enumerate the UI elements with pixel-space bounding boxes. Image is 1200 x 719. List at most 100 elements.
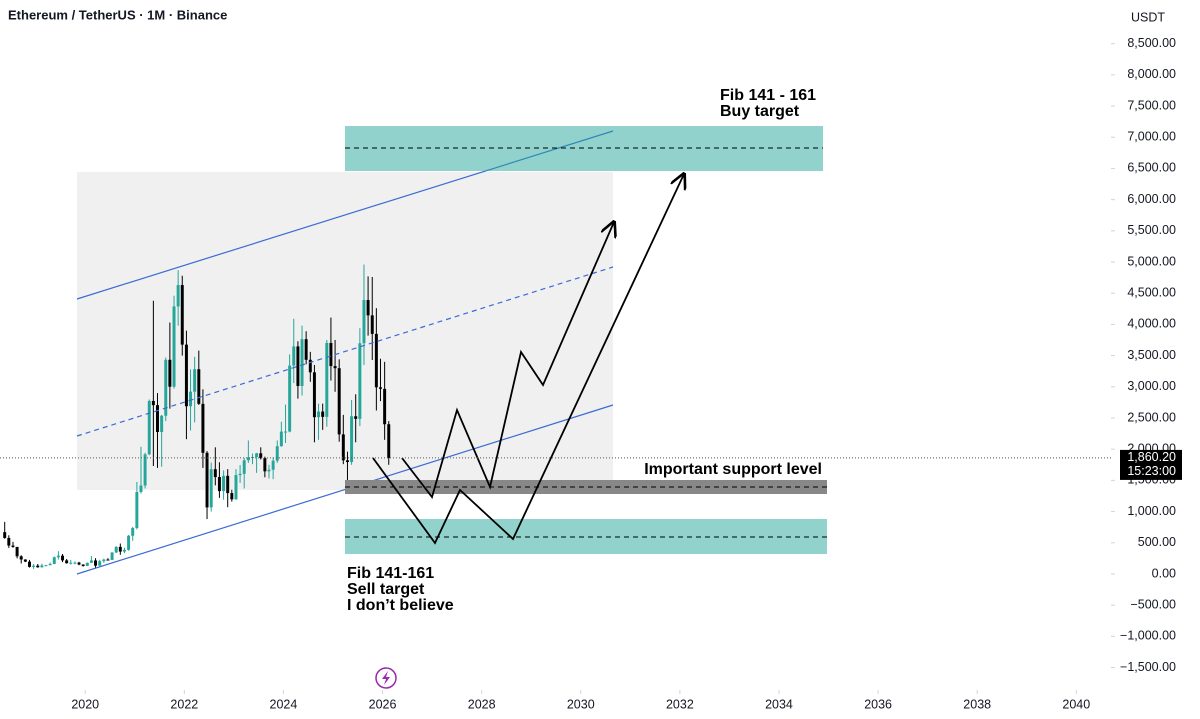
path-arrow	[401, 222, 614, 499]
x-tick-label: 2040	[1062, 697, 1090, 711]
y-tick-label: 500.00	[1138, 535, 1176, 549]
x-tick-label: 2030	[567, 697, 595, 711]
candle-body	[378, 387, 382, 389]
candle-body	[110, 552, 114, 560]
y-tick-label: 6,000.00	[1127, 192, 1176, 206]
candle-body	[36, 565, 40, 568]
candle-body	[242, 460, 246, 474]
candle-body	[197, 369, 201, 404]
candle-body	[337, 368, 341, 435]
candle-body	[89, 560, 93, 563]
candle-body	[238, 473, 242, 476]
candle-body	[48, 563, 52, 566]
annotation: I don’t believe	[347, 597, 454, 614]
candle-body	[345, 460, 349, 463]
y-tick-label: −500.00	[1130, 597, 1176, 611]
candle-body	[387, 424, 391, 458]
candle-body	[122, 549, 126, 552]
candle-body	[358, 343, 362, 419]
candle-body	[102, 559, 106, 562]
y-unit: USDT	[1131, 10, 1165, 24]
y-tick-label: 4,500.00	[1127, 286, 1176, 300]
y-tick-label: 1,000.00	[1127, 504, 1176, 518]
annotation: Fib 141-161	[347, 565, 434, 582]
candle-body	[23, 559, 27, 562]
candle-body	[362, 300, 366, 344]
last-price-label: 1,860.20	[1127, 450, 1176, 464]
candle-body	[52, 557, 56, 564]
candle-body	[201, 403, 205, 453]
candle-body	[44, 565, 48, 567]
candle-body	[317, 411, 321, 418]
candle-body	[288, 365, 292, 432]
candle-body	[284, 431, 288, 433]
axes: −1,500.00 −1,000.00 −500.00 0.00 500.00 1,000…	[71, 36, 1176, 711]
support-zone	[345, 480, 827, 494]
y-tick-label: 3,000.00	[1127, 379, 1176, 393]
candle-body	[40, 565, 44, 568]
candle-body	[106, 559, 110, 561]
candle-body	[341, 434, 345, 461]
candle-body	[217, 477, 221, 492]
candle-body	[263, 458, 267, 472]
candle-body	[147, 400, 151, 455]
candle-body	[189, 391, 193, 407]
annotation: Sell target	[347, 581, 425, 598]
y-tick-label: 7,500.00	[1127, 98, 1176, 112]
x-tick-label: 2032	[666, 697, 694, 711]
candle-body	[151, 400, 155, 406]
channel-mid	[76, 266, 614, 437]
candle-body	[308, 359, 312, 373]
candle-body	[383, 388, 387, 425]
candle-body	[333, 366, 337, 369]
candle-body	[321, 411, 325, 417]
candle-body	[279, 431, 283, 447]
candle-body	[354, 416, 358, 419]
candle-body	[246, 457, 250, 461]
candle-body	[155, 405, 159, 433]
candle-body	[164, 359, 168, 416]
annotation: Important support level	[644, 461, 822, 478]
y-tick-label: 4,000.00	[1127, 317, 1176, 331]
candle-body	[230, 493, 234, 500]
last-price-box	[1120, 449, 1182, 480]
event-icon-bolt	[382, 671, 390, 685]
candle-body	[94, 560, 98, 566]
candle-body	[209, 469, 213, 508]
candle-body	[81, 564, 85, 566]
candle-body	[234, 475, 238, 500]
candle-body	[180, 285, 184, 345]
candle-body	[135, 491, 139, 528]
candle-body	[69, 562, 73, 564]
y-tick-label: 7,000.00	[1127, 130, 1176, 144]
candle-body	[77, 562, 81, 565]
candle-body	[205, 452, 209, 508]
candle-body	[127, 535, 131, 550]
y-tick-label: 0.00	[1152, 566, 1176, 580]
candle-body	[176, 285, 180, 307]
candle-body	[267, 469, 271, 472]
y-tick-label: −1,000.00	[1120, 629, 1176, 643]
candle-body	[32, 565, 36, 567]
candle-body	[19, 556, 23, 560]
candle-body	[61, 555, 65, 561]
path-arrow	[372, 174, 684, 545]
candle-body	[325, 342, 329, 417]
annotation: Fib 141 - 161	[720, 87, 816, 104]
candle-body	[15, 546, 19, 557]
candle-body	[226, 475, 230, 494]
candle-body	[118, 546, 122, 552]
x-tick-label: 2026	[369, 697, 397, 711]
y-tick-label: 8,500.00	[1127, 36, 1176, 50]
candle-body	[366, 300, 370, 316]
event-icon[interactable]	[375, 667, 397, 689]
candle-body	[255, 453, 259, 458]
candle-body	[143, 454, 147, 486]
chart-title: Ethereum / TetherUS · 1M · Binance	[8, 7, 227, 22]
x-tick-label: 2034	[765, 697, 793, 711]
candle-body	[374, 333, 378, 388]
candle-body	[184, 344, 188, 407]
